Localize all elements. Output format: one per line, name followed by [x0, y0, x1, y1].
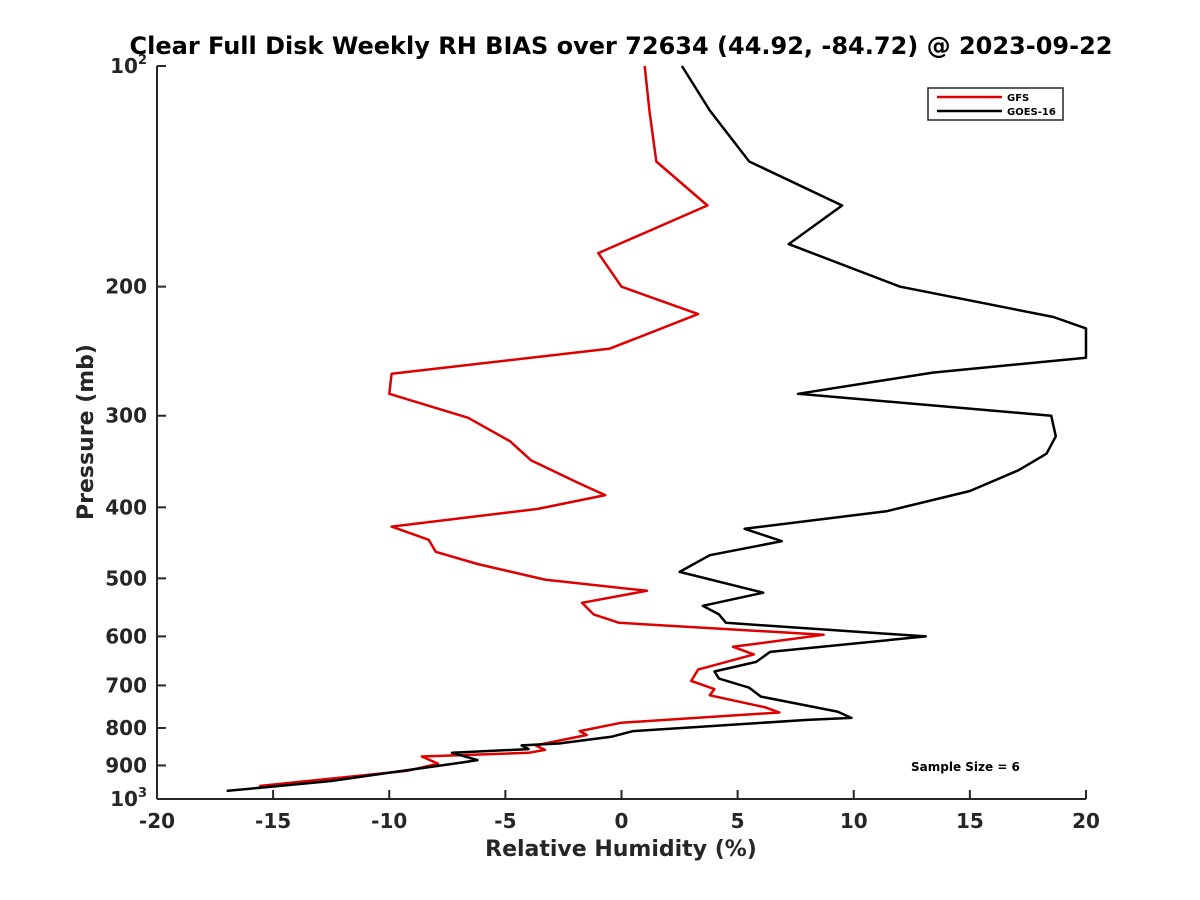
legend-box — [927, 87, 1064, 121]
x-tick-label: 10 — [840, 809, 868, 833]
legend-label-gfs: GFS — [1007, 93, 1029, 104]
x-tick-label: 20 — [1072, 809, 1100, 833]
y-tick-label: 800 — [105, 716, 147, 740]
legend-label-goes16: GOES-16 — [1007, 107, 1056, 118]
x-ticks: -20 -15 -10 -5 0 5 10 15 20 — [139, 790, 1100, 833]
plot-area — [157, 66, 1086, 799]
series-layer — [226, 65, 1088, 793]
x-tick-label: 0 — [615, 809, 629, 833]
sample-size-annotation: Sample Size = 6 — [911, 760, 1020, 774]
y-tick-label: 300 — [105, 404, 147, 428]
x-tick-label: 15 — [956, 809, 984, 833]
series-line-gfs — [259, 65, 825, 788]
series-line-goes16 — [226, 65, 1088, 793]
y-tick-label: 900 — [105, 753, 147, 777]
x-tick-label: -15 — [255, 809, 291, 833]
x-tick-label: -5 — [494, 809, 516, 833]
y-tick-label: 200 — [105, 275, 147, 299]
x-tick-label: 5 — [731, 809, 745, 833]
y-tick-label: 102 — [110, 53, 147, 78]
y-tick-label: 600 — [105, 624, 147, 648]
x-axis-label: Relative Humidity (%) — [485, 837, 757, 862]
chart-title: Clear Full Disk Weekly RH BIAS over 7263… — [130, 32, 1113, 60]
y-tick-label: 400 — [105, 495, 147, 519]
legend: GFS GOES-16 — [927, 87, 1064, 121]
x-tick-label: -10 — [371, 809, 407, 833]
y-tick-label: 500 — [105, 566, 147, 590]
y-tick-label: 103 — [110, 786, 147, 811]
x-tick-label: -20 — [139, 809, 175, 833]
y-tick-label: 700 — [105, 673, 147, 697]
y-axis-label: Pressure (mb) — [74, 344, 99, 520]
y-ticks: 102 200 300 400 500 600 700 800 900 103 — [105, 53, 166, 811]
